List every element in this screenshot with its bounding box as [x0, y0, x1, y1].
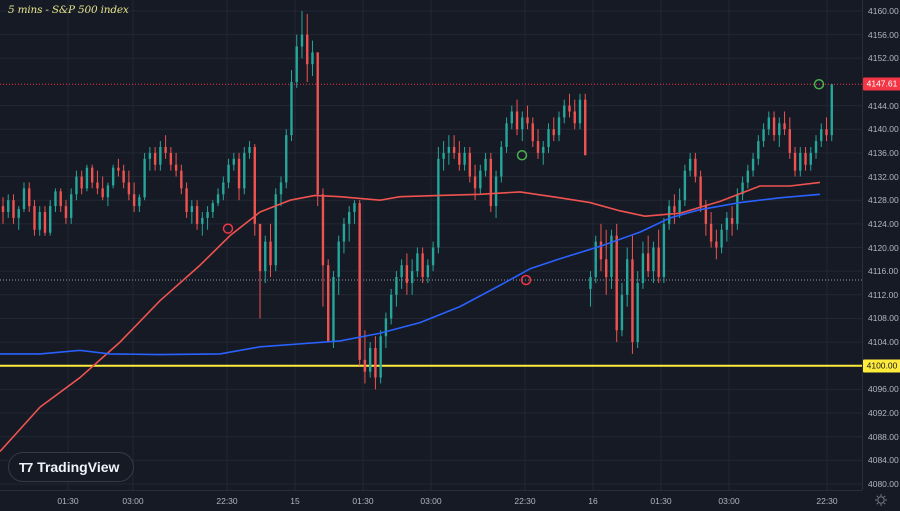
tradingview-logo-icon: T7	[19, 459, 33, 475]
price-tick-label: 4132.00	[868, 171, 899, 182]
level-price-badge: 4100.00	[863, 359, 900, 373]
trade-markers	[222, 79, 825, 286]
time-tick-label: 01:30	[650, 496, 672, 506]
price-tick-label: 4104.00	[868, 337, 899, 348]
time-tick-label: 16	[588, 496, 598, 506]
candlestick-series	[1, 11, 833, 390]
time-tick-label: 22:30	[216, 496, 238, 506]
time-tick-label: 01:30	[57, 496, 79, 506]
settings-gear-icon[interactable]	[874, 493, 888, 507]
price-tick-label: 4084.00	[868, 455, 899, 466]
time-axis[interactable]: 01:30 03:00 22:30 15 01:30 03:00 22:30 16 01:30 0…	[0, 490, 862, 511]
price-axis[interactable]: 4147.61 4100.00 4160.00 4156.00 4152.00 414…	[862, 0, 900, 490]
tradingview-logo-text: TradingView	[37, 459, 120, 475]
price-tick-label: 4128.00	[868, 195, 899, 206]
price-tick-label: 4092.00	[868, 408, 899, 419]
price-tick-label: 4112.00	[868, 289, 899, 300]
price-tick-label: 4116.00	[868, 266, 899, 277]
price-tick-label: 4156.00	[868, 29, 899, 40]
price-tick-label: 4096.00	[868, 384, 899, 395]
time-tick-label: 22:30	[514, 496, 536, 506]
time-tick-label: 15	[290, 496, 300, 506]
time-tick-label: 01:30	[352, 496, 374, 506]
chart-title: 5 mins - S&P 500 index	[8, 4, 129, 16]
last-price-badge: 4147.61	[863, 77, 900, 91]
grid-lines	[0, 0, 862, 490]
price-tick-label: 4152.00	[868, 53, 899, 64]
price-tick-label: 4088.00	[868, 431, 899, 442]
horizontal-levels	[0, 83, 862, 367]
price-tick-label: 4124.00	[868, 218, 899, 229]
tradingview-logo[interactable]: T7 TradingView	[8, 452, 134, 482]
price-plot[interactable]	[0, 0, 862, 490]
moving-averages	[0, 181, 821, 453]
time-tick-label: 22:30	[816, 496, 838, 506]
price-tick-label: 4108.00	[868, 313, 899, 324]
price-tick-label: 4144.00	[868, 100, 899, 111]
price-tick-label: 4160.00	[868, 6, 899, 16]
time-tick-label: 03:00	[718, 496, 740, 506]
time-tick-label: 03:00	[122, 496, 144, 506]
price-tick-label: 4140.00	[868, 124, 899, 135]
time-tick-label: 03:00	[420, 496, 442, 506]
price-tick-label: 4080.00	[868, 479, 899, 489]
price-tick-label: 4136.00	[868, 147, 899, 158]
price-tick-label: 4120.00	[868, 242, 899, 253]
